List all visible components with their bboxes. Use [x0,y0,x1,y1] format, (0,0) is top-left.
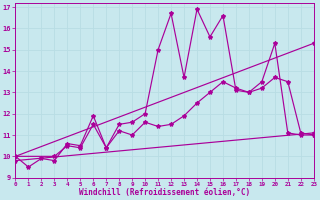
X-axis label: Windchill (Refroidissement éolien,°C): Windchill (Refroidissement éolien,°C) [79,188,250,197]
